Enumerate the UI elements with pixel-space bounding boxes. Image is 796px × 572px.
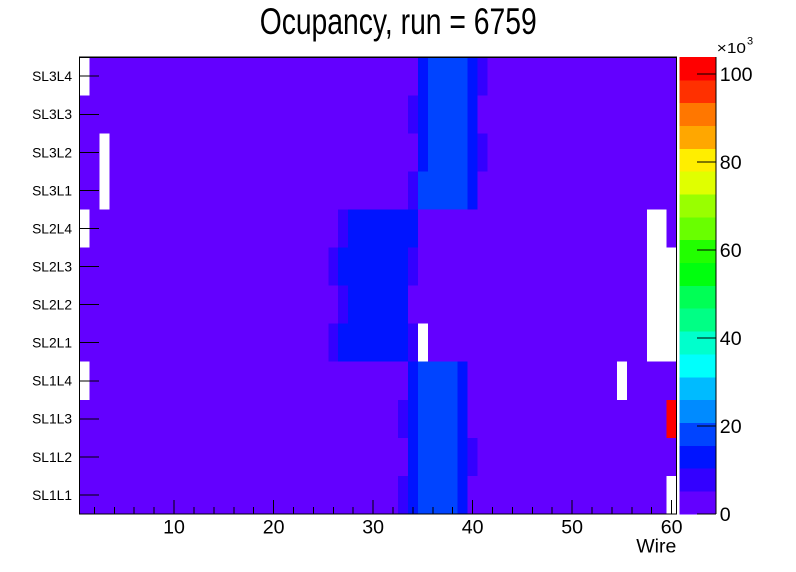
svg-text:SL1L4: SL1L4 — [32, 374, 72, 389]
svg-text:40: 40 — [720, 328, 742, 350]
svg-text:SL1L1: SL1L1 — [32, 488, 72, 503]
svg-text:SL2L3: SL2L3 — [32, 260, 72, 275]
svg-text:SL2L4: SL2L4 — [32, 221, 72, 236]
svg-text:80: 80 — [720, 152, 742, 174]
svg-text:SL3L4: SL3L4 — [32, 69, 72, 84]
svg-text:SL1L2: SL1L2 — [32, 450, 72, 465]
svg-text:30: 30 — [362, 516, 384, 538]
svg-text:SL3L1: SL3L1 — [32, 183, 72, 198]
svg-text:10: 10 — [163, 516, 185, 538]
svg-text:SL3L2: SL3L2 — [32, 145, 72, 160]
svg-text:3: 3 — [747, 36, 753, 48]
svg-text:100: 100 — [720, 64, 753, 86]
svg-text:60: 60 — [661, 516, 683, 538]
svg-text:40: 40 — [462, 516, 484, 538]
svg-text:50: 50 — [561, 516, 583, 538]
svg-text:Ocupancy, run = 6759: Ocupancy, run = 6759 — [260, 1, 537, 42]
svg-text:SL3L3: SL3L3 — [32, 107, 72, 122]
svg-text:SL2L1: SL2L1 — [32, 336, 72, 351]
svg-text:SL1L3: SL1L3 — [32, 412, 72, 427]
svg-text:0: 0 — [720, 504, 731, 526]
svg-text:20: 20 — [263, 516, 285, 538]
svg-text:SL2L2: SL2L2 — [32, 298, 72, 313]
svg-text:60: 60 — [720, 240, 742, 262]
svg-text:Wire: Wire — [636, 536, 676, 558]
svg-text:20: 20 — [720, 416, 742, 438]
svg-text:×10: ×10 — [717, 40, 746, 57]
